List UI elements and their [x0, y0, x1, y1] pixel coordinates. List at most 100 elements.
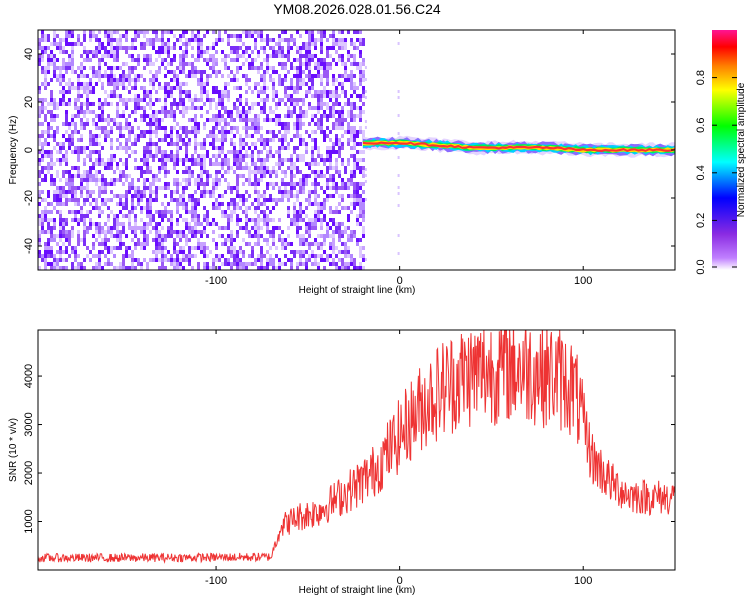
heatmap-cell — [239, 118, 242, 122]
heatmap-cell — [143, 90, 146, 94]
heatmap-cell — [397, 174, 400, 177]
heatmap-cell — [209, 46, 212, 50]
heatmap-cell — [80, 178, 83, 182]
heatmap-cell — [203, 70, 206, 74]
heatmap-cell — [131, 226, 134, 230]
heatmap-cell — [38, 86, 41, 90]
heatmap-cell — [263, 158, 266, 162]
heatmap-cell — [356, 158, 359, 162]
heatmap-cell — [77, 158, 80, 162]
heatmap-cell — [251, 30, 254, 34]
heatmap-cell — [251, 142, 254, 146]
heatmap-cell — [170, 94, 173, 98]
heatmap-cell — [206, 46, 209, 50]
heatmap-cell — [326, 70, 329, 74]
heatmap-cell — [59, 102, 62, 106]
heatmap-cell — [158, 230, 161, 234]
heatmap-cell — [353, 262, 356, 266]
heatmap-cell — [146, 198, 149, 202]
heatmap-cell — [197, 246, 200, 250]
heatmap-cell — [101, 118, 104, 122]
heatmap-cell — [92, 242, 95, 246]
heatmap-cell — [155, 38, 158, 42]
heatmap-cell — [194, 150, 197, 154]
heatmap-cell — [314, 130, 317, 134]
heatmap-cell — [131, 130, 134, 134]
heatmap-cell — [62, 194, 65, 198]
heatmap-cell — [155, 130, 158, 134]
heatmap-cell — [59, 150, 62, 154]
colorbar-tick-label: 0.0 — [695, 259, 707, 274]
heatmap-cell — [44, 154, 47, 158]
heatmap-cell — [185, 82, 188, 86]
heatmap-cell — [68, 62, 71, 66]
heatmap-cell — [299, 258, 302, 262]
heatmap-cell — [227, 246, 230, 250]
heatmap-cell — [272, 70, 275, 74]
heatmap-cell — [197, 34, 200, 38]
heatmap-cell — [179, 54, 182, 58]
heatmap-cell — [71, 210, 74, 214]
heatmap-cell — [257, 258, 260, 262]
heatmap-cell — [41, 222, 44, 226]
heatmap-cell — [68, 254, 71, 258]
heatmap-cell — [218, 150, 221, 154]
heatmap-cell — [191, 194, 194, 198]
heatmap-cell — [95, 38, 98, 42]
heatmap-cell — [92, 150, 95, 154]
heatmap-cell — [125, 254, 128, 258]
heatmap-cell — [38, 138, 41, 142]
heatmap-cell — [290, 66, 293, 70]
heatmap-cell — [53, 258, 56, 262]
heatmap-cell — [134, 94, 137, 98]
heatmap-cell — [326, 186, 329, 190]
heatmap-cell — [152, 198, 155, 202]
heatmap-cell — [350, 230, 353, 234]
heatmap-cell — [254, 190, 257, 194]
heatmap-cell — [41, 254, 44, 258]
heatmap-cell — [158, 86, 161, 90]
heatmap-cell — [104, 50, 107, 54]
colorbar-tick-label: 0.4 — [695, 165, 707, 180]
heatmap-cell — [293, 146, 296, 150]
heatmap-cell — [230, 58, 233, 62]
heatmap-cell — [86, 178, 89, 182]
heatmap-cell — [296, 214, 299, 218]
heatmap-cell — [197, 70, 200, 74]
heatmap-cell — [179, 194, 182, 198]
heatmap-cell — [140, 118, 143, 122]
heatmap-cell — [296, 50, 299, 54]
heatmap-cell — [83, 178, 86, 182]
heatmap-cell — [38, 174, 41, 178]
heatmap-cell — [230, 246, 233, 250]
heatmap-cell — [119, 262, 122, 266]
heatmap-cell — [272, 234, 275, 238]
heatmap-cell — [353, 42, 356, 46]
heatmap-cell — [50, 126, 53, 130]
heatmap-cell — [353, 258, 356, 262]
heatmap-cell — [47, 46, 50, 50]
heatmap-cell — [164, 94, 167, 98]
heatmap-cell — [182, 50, 185, 54]
heatmap-cell — [68, 126, 71, 130]
heatmap-cell — [62, 218, 65, 222]
heatmap-cell — [350, 86, 353, 90]
heatmap-cell — [170, 126, 173, 130]
heatmap-cell — [92, 54, 95, 58]
heatmap-cell — [323, 162, 326, 166]
heatmap-cell — [47, 210, 50, 214]
heatmap-cell — [308, 122, 311, 126]
heatmap-cell — [179, 198, 182, 202]
heatmap-cell — [266, 114, 269, 118]
heatmap-cell — [254, 118, 257, 122]
heatmap-cell — [230, 114, 233, 118]
heatmap-cell — [164, 126, 167, 130]
heatmap-cell — [74, 266, 77, 270]
heatmap-cell — [173, 154, 176, 158]
heatmap-cell — [113, 66, 116, 70]
heatmap-cell — [356, 242, 359, 246]
heatmap-cell — [311, 58, 314, 62]
x-tick-label: 0 — [397, 275, 403, 287]
heatmap-cell — [65, 42, 68, 46]
heatmap-cell — [296, 234, 299, 238]
